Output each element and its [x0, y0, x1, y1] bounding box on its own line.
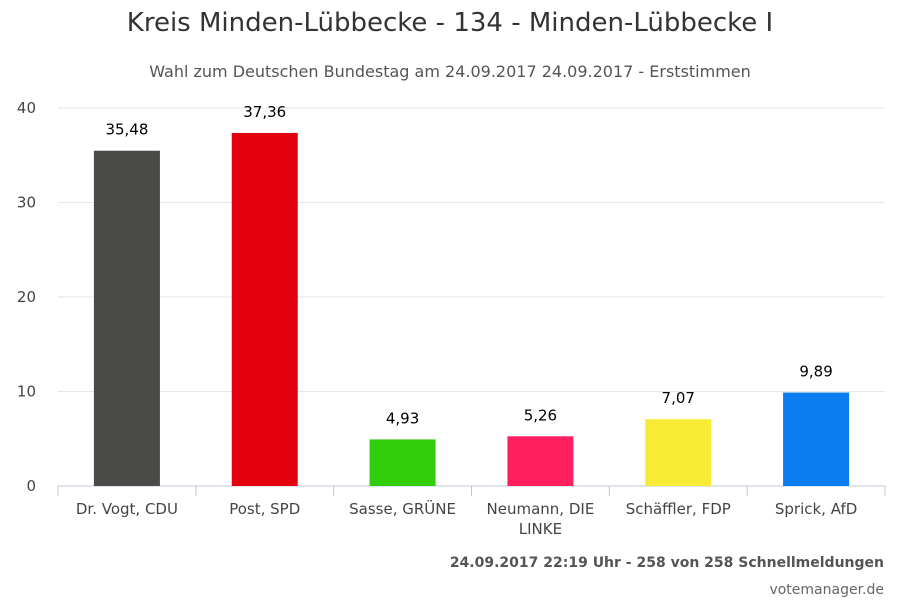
- data-label: 4,93: [386, 409, 419, 427]
- y-tick-label: 0: [26, 477, 36, 495]
- y-tick-label: 10: [17, 383, 36, 401]
- bar: [645, 419, 712, 486]
- y-tick-label: 20: [17, 288, 36, 306]
- category-label: Schäffler, FDP: [626, 500, 731, 518]
- footer-credit: votemanager.de: [769, 582, 884, 598]
- chart-title: Kreis Minden-Lübbecke - 134 - Minden-Lüb…: [126, 8, 774, 38]
- category-label: Dr. Vogt, CDU: [76, 500, 178, 518]
- y-tick-label: 30: [17, 194, 36, 212]
- bar: [783, 392, 850, 486]
- bar: [507, 436, 574, 486]
- footer-status: 24.09.2017 22:19 Uhr - 258 von 258 Schne…: [449, 555, 884, 571]
- data-label: 9,89: [799, 363, 832, 381]
- chart-subtitle: Wahl zum Deutschen Bundestag am 24.09.20…: [149, 62, 751, 81]
- y-tick-label: 40: [17, 99, 36, 117]
- data-label: 37,36: [243, 103, 286, 121]
- bar: [231, 132, 298, 486]
- category-label: Sasse, GRÜNE: [349, 499, 456, 518]
- data-label: 7,07: [662, 389, 695, 407]
- category-label: Post, SPD: [229, 500, 300, 518]
- data-label: 5,26: [524, 406, 557, 424]
- category-label: Neumann, DIE LINKE: [487, 500, 595, 538]
- bar: [369, 439, 436, 486]
- category-label: Sprick, AfD: [775, 500, 857, 518]
- data-label: 35,48: [105, 121, 148, 139]
- bar: [93, 150, 160, 487]
